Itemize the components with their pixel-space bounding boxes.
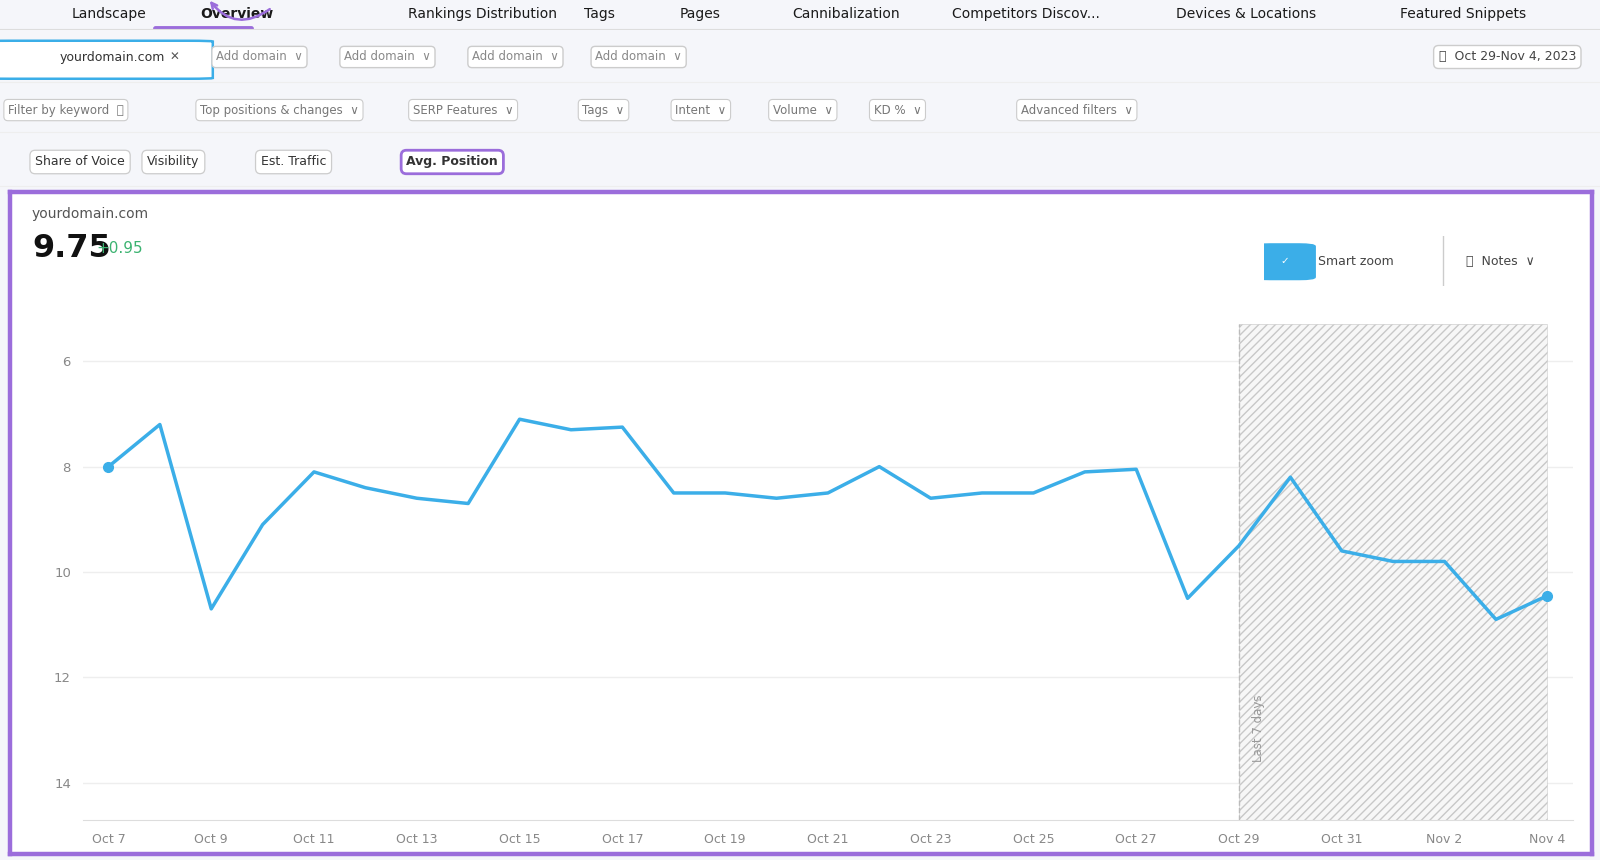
Text: Advanced filters  ∨: Advanced filters ∨ bbox=[1021, 103, 1133, 117]
Text: Rankings Distribution: Rankings Distribution bbox=[408, 8, 557, 22]
Text: Last 7 days: Last 7 days bbox=[1251, 694, 1266, 762]
Text: Devices & Locations: Devices & Locations bbox=[1176, 8, 1317, 22]
Text: Intent  ∨: Intent ∨ bbox=[675, 103, 726, 117]
Text: Add domain  ∨: Add domain ∨ bbox=[472, 51, 558, 64]
Bar bbox=[1238, 324, 1547, 820]
Text: yourdomain.com: yourdomain.com bbox=[32, 206, 149, 221]
Text: ✓: ✓ bbox=[1280, 256, 1290, 267]
Text: Cannibalization: Cannibalization bbox=[792, 8, 899, 22]
Text: Overview: Overview bbox=[200, 8, 274, 22]
Text: Add domain  ∨: Add domain ∨ bbox=[595, 51, 682, 64]
Text: Competitors Discov...: Competitors Discov... bbox=[952, 8, 1099, 22]
Text: Smart zoom: Smart zoom bbox=[1318, 255, 1394, 267]
Text: yourdomain.com: yourdomain.com bbox=[59, 51, 165, 64]
Text: 9.75: 9.75 bbox=[32, 233, 110, 264]
Text: Add domain  ∨: Add domain ∨ bbox=[344, 51, 430, 64]
Text: Share of Voice: Share of Voice bbox=[35, 156, 125, 169]
Text: Featured Snippets: Featured Snippets bbox=[1400, 8, 1526, 22]
Text: Avg. Position: Avg. Position bbox=[406, 156, 498, 169]
Text: Top positions & changes  ∨: Top positions & changes ∨ bbox=[200, 103, 358, 117]
Text: Pages: Pages bbox=[680, 8, 722, 22]
Text: SERP Features  ∨: SERP Features ∨ bbox=[413, 103, 514, 117]
Text: Tags: Tags bbox=[584, 8, 614, 22]
Text: Landscape: Landscape bbox=[72, 8, 147, 22]
Text: +0.95: +0.95 bbox=[96, 241, 142, 255]
Text: ✕: ✕ bbox=[170, 51, 179, 64]
Text: KD %  ∨: KD % ∨ bbox=[874, 103, 922, 117]
Text: Volume  ∨: Volume ∨ bbox=[773, 103, 832, 117]
Bar bbox=[1238, 324, 1547, 820]
FancyBboxPatch shape bbox=[0, 40, 213, 79]
Text: Tags  ∨: Tags ∨ bbox=[582, 103, 624, 117]
Text: Est. Traffic: Est. Traffic bbox=[261, 156, 326, 169]
Text: Visibility: Visibility bbox=[147, 156, 200, 169]
Text: 🗒  Notes  ∨: 🗒 Notes ∨ bbox=[1466, 255, 1534, 267]
Text: 📅  Oct 29-Nov 4, 2023: 📅 Oct 29-Nov 4, 2023 bbox=[1438, 51, 1576, 64]
Text: Add domain  ∨: Add domain ∨ bbox=[216, 51, 302, 64]
Text: Filter by keyword  🔍: Filter by keyword 🔍 bbox=[8, 103, 123, 117]
FancyBboxPatch shape bbox=[1254, 244, 1315, 280]
